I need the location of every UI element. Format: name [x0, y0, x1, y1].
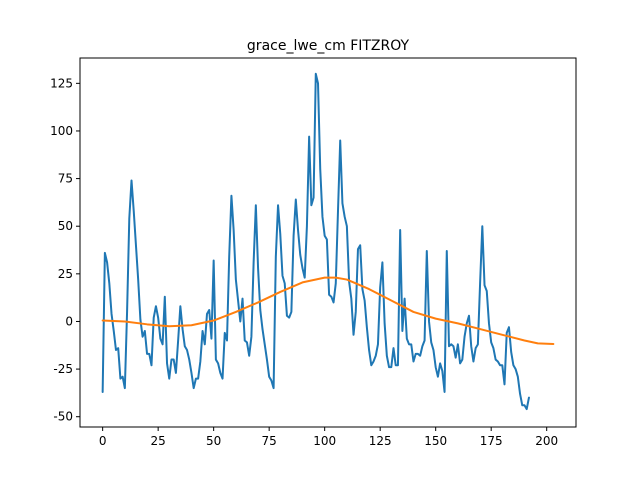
y-tick-label: 50 [58, 219, 73, 233]
y-tick-label: -50 [53, 410, 73, 424]
x-tick-label: 125 [369, 434, 392, 448]
series-1-line [101, 276, 555, 345]
y-tick-label: -25 [53, 362, 73, 376]
y-tick-label: 0 [65, 314, 73, 328]
x-tick-label: 200 [535, 434, 558, 448]
x-tick-label: 75 [262, 434, 277, 448]
x-tick-label: 0 [99, 434, 107, 448]
chart-title: grace_lwe_cm FITZROY [247, 38, 410, 54]
x-tick-label: 25 [151, 434, 166, 448]
x-tick-label: 150 [424, 434, 447, 448]
y-tick-label: 100 [50, 124, 73, 138]
series-layer [101, 72, 555, 411]
y-tick-label: 25 [58, 267, 73, 281]
x-axis: 0 25 50 75 100 125 150 175 200 [99, 427, 558, 448]
x-tick-label: 50 [206, 434, 221, 448]
y-tick-label: 75 [58, 172, 73, 186]
series-0-line [101, 72, 530, 411]
plot-area-frame [79, 57, 577, 428]
y-tick-label: 125 [50, 76, 73, 90]
x-tick-label: 100 [313, 434, 336, 448]
x-tick-label: 175 [480, 434, 503, 448]
y-axis: -50 -25 0 25 50 75 100 125 [50, 76, 80, 424]
